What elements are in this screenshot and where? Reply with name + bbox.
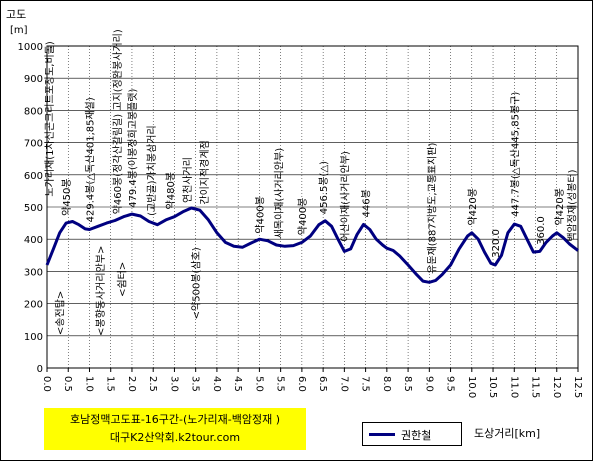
y-tick-label: 700	[24, 139, 43, 150]
annotation-label: 유둔재(887지방도,교통표지판)	[426, 142, 438, 273]
legend-line-swatch	[369, 433, 395, 436]
annotation-label: 새목이재(사거리안부)	[274, 148, 286, 239]
annotation-label: 연천사거리	[182, 157, 194, 203]
annotation-label: <약500봉(삼호)	[191, 247, 203, 319]
x-tick-label: 2.0	[126, 376, 137, 392]
x-tick-label: 8.0	[381, 376, 392, 392]
x-tick-label: 12.5	[572, 376, 583, 398]
annotation-label: (고반골)가치봉삼거리	[146, 125, 158, 216]
y-axis-unit: [m]	[10, 25, 28, 36]
series-line	[45, 206, 579, 284]
annotation-label: 약450봉	[61, 178, 73, 216]
x-tick-label: 7.5	[360, 376, 371, 392]
x-tick-label: 3.5	[190, 376, 201, 392]
x-tick-label: 4.0	[211, 376, 222, 392]
annotation-label: 360.0	[536, 216, 547, 245]
x-tick-label: 0.0	[41, 376, 52, 392]
annotation-label: <송전탑>	[55, 291, 67, 335]
x-tick-label: 11.0	[508, 376, 519, 398]
annotation-label: 446봉	[361, 189, 373, 217]
x-tick-label: 11.5	[530, 376, 541, 398]
annotation-label: 약420봉	[554, 188, 566, 226]
annotation-label: 노가리재(1차선콘크리트포장도,비돌)	[44, 41, 56, 196]
x-tick-label: 2.5	[147, 376, 158, 392]
annotation-label: 456.5봉(△)	[318, 161, 330, 214]
y-tick-label: 800	[24, 106, 43, 117]
annotation-label: 447.7봉(△독산445,85봉구)	[509, 92, 521, 217]
annotation-label: 약460봉(정각산갈림길) 고지(정완봉사거리)	[111, 29, 124, 214]
title-line-2: 대구K2산악회.k2tour.com	[109, 431, 241, 444]
annotation-label: 백암정재(성봉터)	[567, 169, 579, 241]
annotation-label: 어산이재(사거리안부)	[339, 151, 351, 242]
y-tick-label: 1000	[18, 42, 43, 53]
title-line-1: 호남정맥고도표-16구간-(노가리재-백암정재 )	[69, 413, 281, 426]
y-tick-label: 400	[24, 235, 43, 246]
annotation-label: 479.4봉(이봉정희고봉플랫)	[127, 89, 139, 208]
x-tick-label: 9.0	[423, 376, 434, 392]
legend-label: 권한철	[401, 429, 432, 442]
annotation-label: 429.4봉(△독산401,85재설)	[84, 97, 96, 222]
x-tick-label: 6.0	[296, 376, 307, 392]
annotation-label: 약400봉	[297, 198, 309, 236]
x-tick-label: 1.0	[83, 376, 94, 392]
annotation-label: <쉼터>	[116, 262, 128, 297]
legend: 권한철	[362, 422, 462, 446]
x-tick-label: 5.0	[253, 376, 264, 392]
x-tick-label: 9.5	[445, 376, 456, 392]
y-tick-label: 600	[24, 171, 43, 182]
annotation-label: 320.0	[491, 229, 502, 258]
y-tick-label: 900	[24, 74, 43, 85]
y-tick-label: 0	[37, 364, 43, 375]
x-tick-label: 1.5	[105, 376, 116, 392]
y-tick-label: 100	[24, 332, 43, 343]
annotation-label: 약480봉	[165, 172, 177, 210]
y-tick-label: 200	[24, 300, 43, 311]
annotation-label: 약420봉	[467, 188, 479, 226]
x-tick-label: 7.0	[338, 376, 349, 392]
y-tick-label: 300	[24, 267, 43, 278]
annotation-label: <봉향동사거리안부>	[95, 246, 107, 336]
x-tick-label: 4.5	[232, 376, 243, 392]
x-axis-label: 도상거리[km]	[474, 427, 541, 440]
x-tick-label: 8.5	[402, 376, 413, 392]
x-tick-label: 12.0	[551, 376, 562, 398]
x-tick-label: 10.5	[487, 376, 498, 398]
x-tick-label: 3.0	[168, 376, 179, 392]
y-axis-label: 고도	[6, 8, 27, 21]
x-tick-label: 10.0	[466, 376, 477, 398]
x-tick-label: 0.5	[62, 376, 73, 392]
x-tick-label: 5.5	[275, 376, 286, 392]
title-box: 호남정맥고도표-16구간-(노가리재-백암정재 ) 대구K2산악회.k2tour…	[44, 408, 306, 450]
x-tick-label: 6.5	[317, 376, 328, 392]
y-tick-label: 500	[24, 203, 43, 214]
annotation-label: 약400봉	[254, 196, 266, 234]
annotation-label: 간이지적경계점	[198, 140, 211, 204]
